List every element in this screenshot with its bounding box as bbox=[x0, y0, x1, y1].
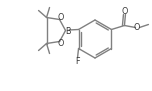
Text: O: O bbox=[121, 6, 128, 15]
Text: O: O bbox=[57, 13, 64, 22]
Text: F: F bbox=[75, 58, 80, 67]
Text: O: O bbox=[134, 22, 140, 31]
Text: O: O bbox=[57, 39, 64, 48]
Text: B: B bbox=[65, 26, 70, 35]
